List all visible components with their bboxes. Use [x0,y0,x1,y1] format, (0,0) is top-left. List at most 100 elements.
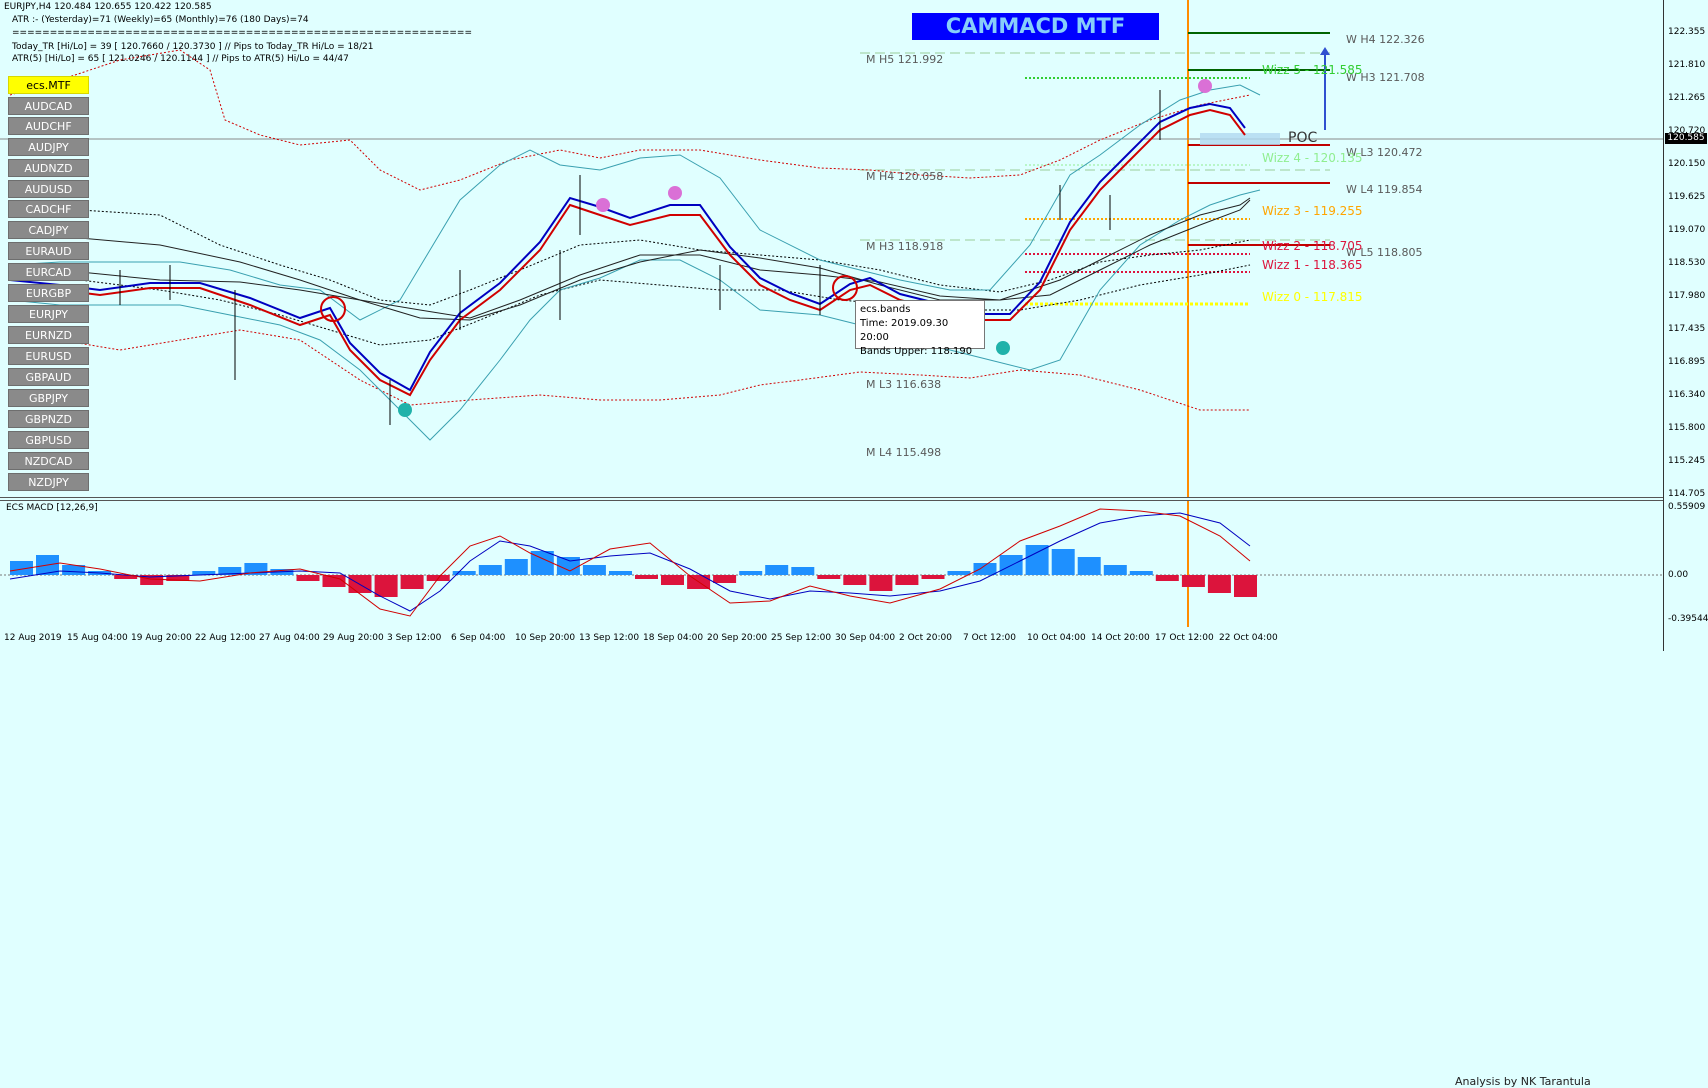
wizz4-label: Wizz 4 - 120.135 [1262,151,1363,165]
monthly-h4-label: M H4 120.058 [866,170,944,183]
macd-histogram-bar [296,575,320,581]
macd-histogram-bar [374,575,398,597]
time-tick: 17 Oct 12:00 [1155,633,1214,643]
time-tick: 19 Aug 20:00 [131,633,192,643]
price-tick: 120.720 [1668,126,1706,136]
price-tick: 117.980 [1668,291,1706,301]
symbol-button-eurjpy[interactable]: EURJPY [8,305,89,323]
macd-histogram-bar [791,567,815,575]
macd-histogram-bar [322,575,346,587]
monthly-h5-label: M H5 121.992 [866,53,944,66]
symbol-button-audcad[interactable]: AUDCAD [8,97,89,115]
symbol-button-ecs-mtf[interactable]: ecs.MTF [8,76,89,94]
macd-histogram-bar [10,561,33,575]
bands-tooltip: ecs.bands Time: 2019.09.30 20:00 Bands U… [855,300,985,357]
main-chart-pane[interactable]: EURJPY,H4 120.484 120.655 120.422 120.58… [0,0,1663,498]
symbol-button-audjpy[interactable]: AUDJPY [8,138,89,156]
macd-histogram-bar [1129,571,1153,575]
macd-histogram-bar [895,575,919,585]
poc-label: POC [1288,130,1318,146]
symbol-button-nzdjpy[interactable]: NZDJPY [8,473,89,491]
price-tick: 122.355 [1668,27,1706,37]
wizz2-label: Wizz 2 - 118.705 [1262,239,1363,253]
time-tick: 15 Aug 04:00 [67,633,128,643]
symbol-button-gbpaud[interactable]: GBPAUD [8,368,89,386]
time-tick: 12 Aug 2019 [4,633,62,643]
monthly-l4-label: M L4 115.498 [866,446,942,459]
time-tick: 13 Sep 12:00 [579,633,640,643]
macd-histogram-bar [166,575,190,581]
time-tick: 10 Oct 04:00 [1027,633,1086,643]
macd-histogram-bar [739,571,763,575]
macd-histogram-bar [947,571,971,575]
price-tick: 121.810 [1668,60,1706,70]
time-tick: 10 Sep 20:00 [515,633,576,643]
macd-histogram-bar [556,557,580,575]
macd-histogram-bar [921,575,945,579]
time-tick: 29 Aug 20:00 [323,633,384,643]
macd-histogram-bar [114,575,138,579]
macd-histogram-bar [192,571,216,575]
price-chart-canvas [0,0,1663,497]
macd-histogram-bar [1155,575,1179,581]
macd-canvas [0,501,1663,627]
monthly-h3-label: M H3 118.918 [866,240,944,253]
symbol-button-gbpnzd[interactable]: GBPNZD [8,410,89,428]
macd-histogram-bar [843,575,867,585]
today-tr-info: Today_TR [Hi/Lo] = 39 [ 120.7660 / 120.3… [12,42,374,52]
time-tick: 14 Oct 20:00 [1091,633,1150,643]
macd-histogram-bar [869,575,893,591]
macd-histogram-bar [478,565,502,575]
time-tick: 22 Aug 12:00 [195,633,256,643]
time-axis[interactable]: 12 Aug 2019 15 Aug 04:00 19 Aug 20:00 22… [0,627,1663,651]
price-tick: 116.340 [1668,390,1706,400]
symbol-button-eurusd[interactable]: EURUSD [8,347,89,365]
price-tick: 115.245 [1668,456,1706,466]
weekly-h4-label: W H4 122.326 [1346,33,1425,46]
symbol-button-audchf[interactable]: AUDCHF [8,117,89,135]
symbol-button-cadchf[interactable]: CADCHF [8,200,89,218]
macd-histogram-bar [582,565,606,575]
time-tick: 22 Oct 04:00 [1219,633,1278,643]
macd-histogram-bar [452,571,476,575]
price-scale[interactable]: 122.355 121.810 121.265 120.720 120.150 … [1663,0,1708,651]
time-tick: 20 Sep 20:00 [707,633,768,643]
tooltip-time: Time: 2019.09.30 20:00 [860,318,949,343]
wizz1-label: Wizz 1 - 118.365 [1262,258,1363,272]
indicator-title-banner: CAMMACD MTF [912,13,1159,40]
macd-histogram-bar [504,559,528,575]
symbol-button-audnzd[interactable]: AUDNZD [8,159,89,177]
current-price-label: 120.585 [1665,133,1707,144]
analysis-credit: Analysis by NK Tarantula [1455,1075,1591,1088]
price-tick: 119.070 [1668,225,1706,235]
weekly-l5-label: W L5 118.805 [1346,246,1423,259]
symbol-button-eurgbp[interactable]: EURGBP [8,284,89,302]
symbol-button-eurnzd[interactable]: EURNZD [8,326,89,344]
macd-histogram-bar [530,551,554,575]
tooltip-value: Bands Upper: 118.190 [860,346,973,357]
price-tick: 121.265 [1668,93,1706,103]
symbol-button-gbpjpy[interactable]: GBPJPY [8,389,89,407]
time-tick: 25 Sep 12:00 [771,633,832,643]
symbol-button-cadjpy[interactable]: CADJPY [8,221,89,239]
macd-histogram-bar [1077,557,1101,575]
macd-tick: -0.39544 [1668,614,1708,624]
macd-tick: 0.55909 [1668,502,1706,512]
weekly-l4-label: W L4 119.854 [1346,183,1423,196]
symbol-button-euraud[interactable]: EURAUD [8,242,89,260]
symbol-button-gbpusd[interactable]: GBPUSD [8,431,89,449]
macd-histogram-bar [1051,549,1075,575]
symbol-button-eurcad[interactable]: EURCAD [8,263,89,281]
macd-histogram-bar [218,567,242,575]
time-tick: 3 Sep 12:00 [387,633,442,643]
macd-histogram-bar [1025,545,1049,575]
chart-symbol-header: EURJPY,H4 120.484 120.655 120.422 120.58… [4,2,212,12]
time-tick: 2 Oct 20:00 [899,633,952,643]
atr-summary: ATR :- (Yesterday)=71 (Weekly)=65 (Month… [12,15,309,25]
price-tick: 120.150 [1668,159,1706,169]
macd-subwindow[interactable]: ECS MACD [12,26,9] Analysis by NK Tarant… [0,500,1663,1088]
macd-histogram-bar [973,563,997,575]
symbol-button-audusd[interactable]: AUDUSD [8,180,89,198]
symbol-button-nzdcad[interactable]: NZDCAD [8,452,89,470]
